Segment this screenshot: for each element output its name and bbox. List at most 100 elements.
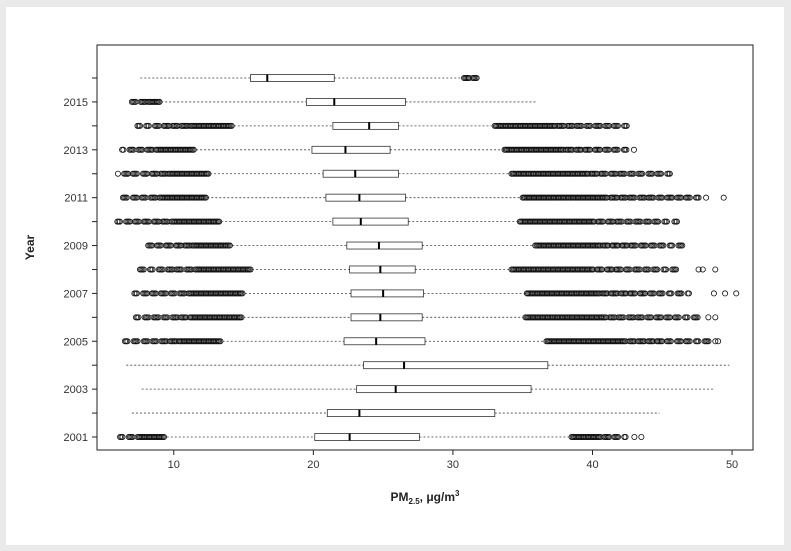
y-tick-label-2001: 2001	[64, 432, 88, 444]
outlier-point	[473, 75, 480, 82]
x-axis-title: PM2.5, μg/m3	[391, 489, 460, 506]
box-2004	[126, 361, 730, 370]
iqr-box-2008	[349, 265, 416, 274]
outliers-high-2008	[508, 266, 680, 273]
outlier-point	[658, 170, 665, 177]
iqr-box-2007	[350, 289, 425, 298]
outlier-point	[622, 433, 629, 440]
outlier-point	[655, 218, 662, 225]
outlier-point	[705, 314, 712, 321]
outlier-point	[205, 170, 212, 177]
outlier-point	[228, 122, 235, 129]
box-2014	[134, 121, 630, 130]
outlier-point	[614, 146, 621, 153]
outlier-point	[705, 338, 712, 345]
iqr-box-2006	[350, 313, 423, 322]
box-2002	[131, 409, 660, 417]
x-axis-title-subscript: 2.5	[409, 497, 421, 506]
outlier-point	[238, 314, 245, 321]
outliers-low-2006	[132, 314, 245, 321]
outlier-point	[140, 266, 147, 273]
y-axis-title: Year	[23, 234, 37, 260]
x-tick-label-40: 40	[586, 459, 598, 471]
outliers-high-2013	[501, 146, 637, 153]
outlier-point	[668, 290, 675, 297]
outlier-point	[673, 266, 680, 273]
outliers-low-2014	[134, 122, 235, 129]
outliers-high-2016	[461, 75, 480, 82]
outlier-point	[114, 170, 121, 177]
outlier-point	[190, 146, 197, 153]
box-2007	[131, 289, 740, 298]
outliers-low-2015	[128, 98, 163, 105]
iqr-box-2003	[356, 385, 532, 394]
x-axis-title-main: PM	[391, 490, 409, 504]
outlier-point	[630, 146, 637, 153]
x-axis: 10 20 30 40 50	[168, 450, 738, 471]
x-tick-label-50: 50	[726, 459, 738, 471]
outlier-point	[699, 266, 706, 273]
y-tick-label-2009: 2009	[64, 241, 88, 253]
outlier-point	[216, 218, 223, 225]
y-tick-label-2011: 2011	[64, 193, 88, 205]
y-tick-label-2007: 2007	[64, 288, 88, 300]
outliers-high-2001	[568, 433, 629, 440]
outlier-point	[614, 122, 621, 129]
outlier-point	[694, 314, 701, 321]
x-axis-title-superscript: 3	[455, 489, 460, 498]
outlier-point	[123, 194, 130, 201]
outlier-point	[120, 146, 127, 153]
outliers-high-2005	[543, 338, 712, 345]
box-2008	[136, 265, 719, 274]
outlier-point	[712, 314, 719, 321]
outlier-point	[133, 290, 140, 297]
outliers-low-2010	[114, 218, 223, 225]
box-2012	[114, 169, 673, 178]
outlier-point	[119, 433, 126, 440]
outlier-point	[217, 338, 224, 345]
outlier-point	[669, 242, 676, 249]
outlier-point	[136, 122, 143, 129]
outlier-point	[660, 242, 667, 249]
outlier-point	[156, 98, 163, 105]
outlier-point	[133, 170, 140, 177]
x-tick-label-20: 20	[307, 459, 319, 471]
outlier-point	[134, 338, 141, 345]
outlier-point	[226, 242, 233, 249]
y-tick-label-2003: 2003	[64, 384, 88, 396]
outliers-high-2007	[523, 290, 692, 297]
iqr-box-2005	[343, 337, 426, 346]
outliers-low-2011	[119, 194, 209, 201]
outlier-point	[675, 314, 682, 321]
box-2009	[145, 241, 686, 250]
outlier-point	[712, 338, 719, 345]
outlier-point	[715, 338, 722, 345]
y-tick-label-2013: 2013	[64, 145, 88, 157]
outlier-point	[733, 290, 740, 297]
plot-frame	[96, 44, 754, 451]
outlier-point	[239, 290, 246, 297]
box-2013	[119, 145, 637, 154]
iqr-box-2010	[332, 217, 409, 226]
y-axis: 2001 2003 2005 2007 2009 2011 2013 2015	[64, 77, 97, 444]
box-2016	[140, 74, 480, 82]
box-2006	[132, 313, 719, 322]
box-group	[114, 74, 740, 441]
outliers-high-2010	[516, 218, 680, 225]
outlier-point	[679, 242, 686, 249]
outliers-low-2012	[114, 170, 212, 177]
outliers-low-2008	[136, 266, 254, 273]
y-tick-label-2005: 2005	[64, 336, 88, 348]
iqr-box-2015	[305, 98, 406, 106]
x-tick-label-10: 10	[168, 459, 180, 471]
outliers-high-2012	[508, 170, 673, 177]
outlier-point	[202, 194, 209, 201]
outlier-point	[720, 194, 727, 201]
outlier-point	[631, 433, 638, 440]
outlier-point	[663, 218, 670, 225]
outlier-point	[638, 433, 645, 440]
box-2011	[119, 193, 727, 202]
outlier-point	[712, 266, 719, 273]
iqr-box-2011	[325, 193, 406, 202]
outliers-low-2013	[119, 146, 197, 153]
